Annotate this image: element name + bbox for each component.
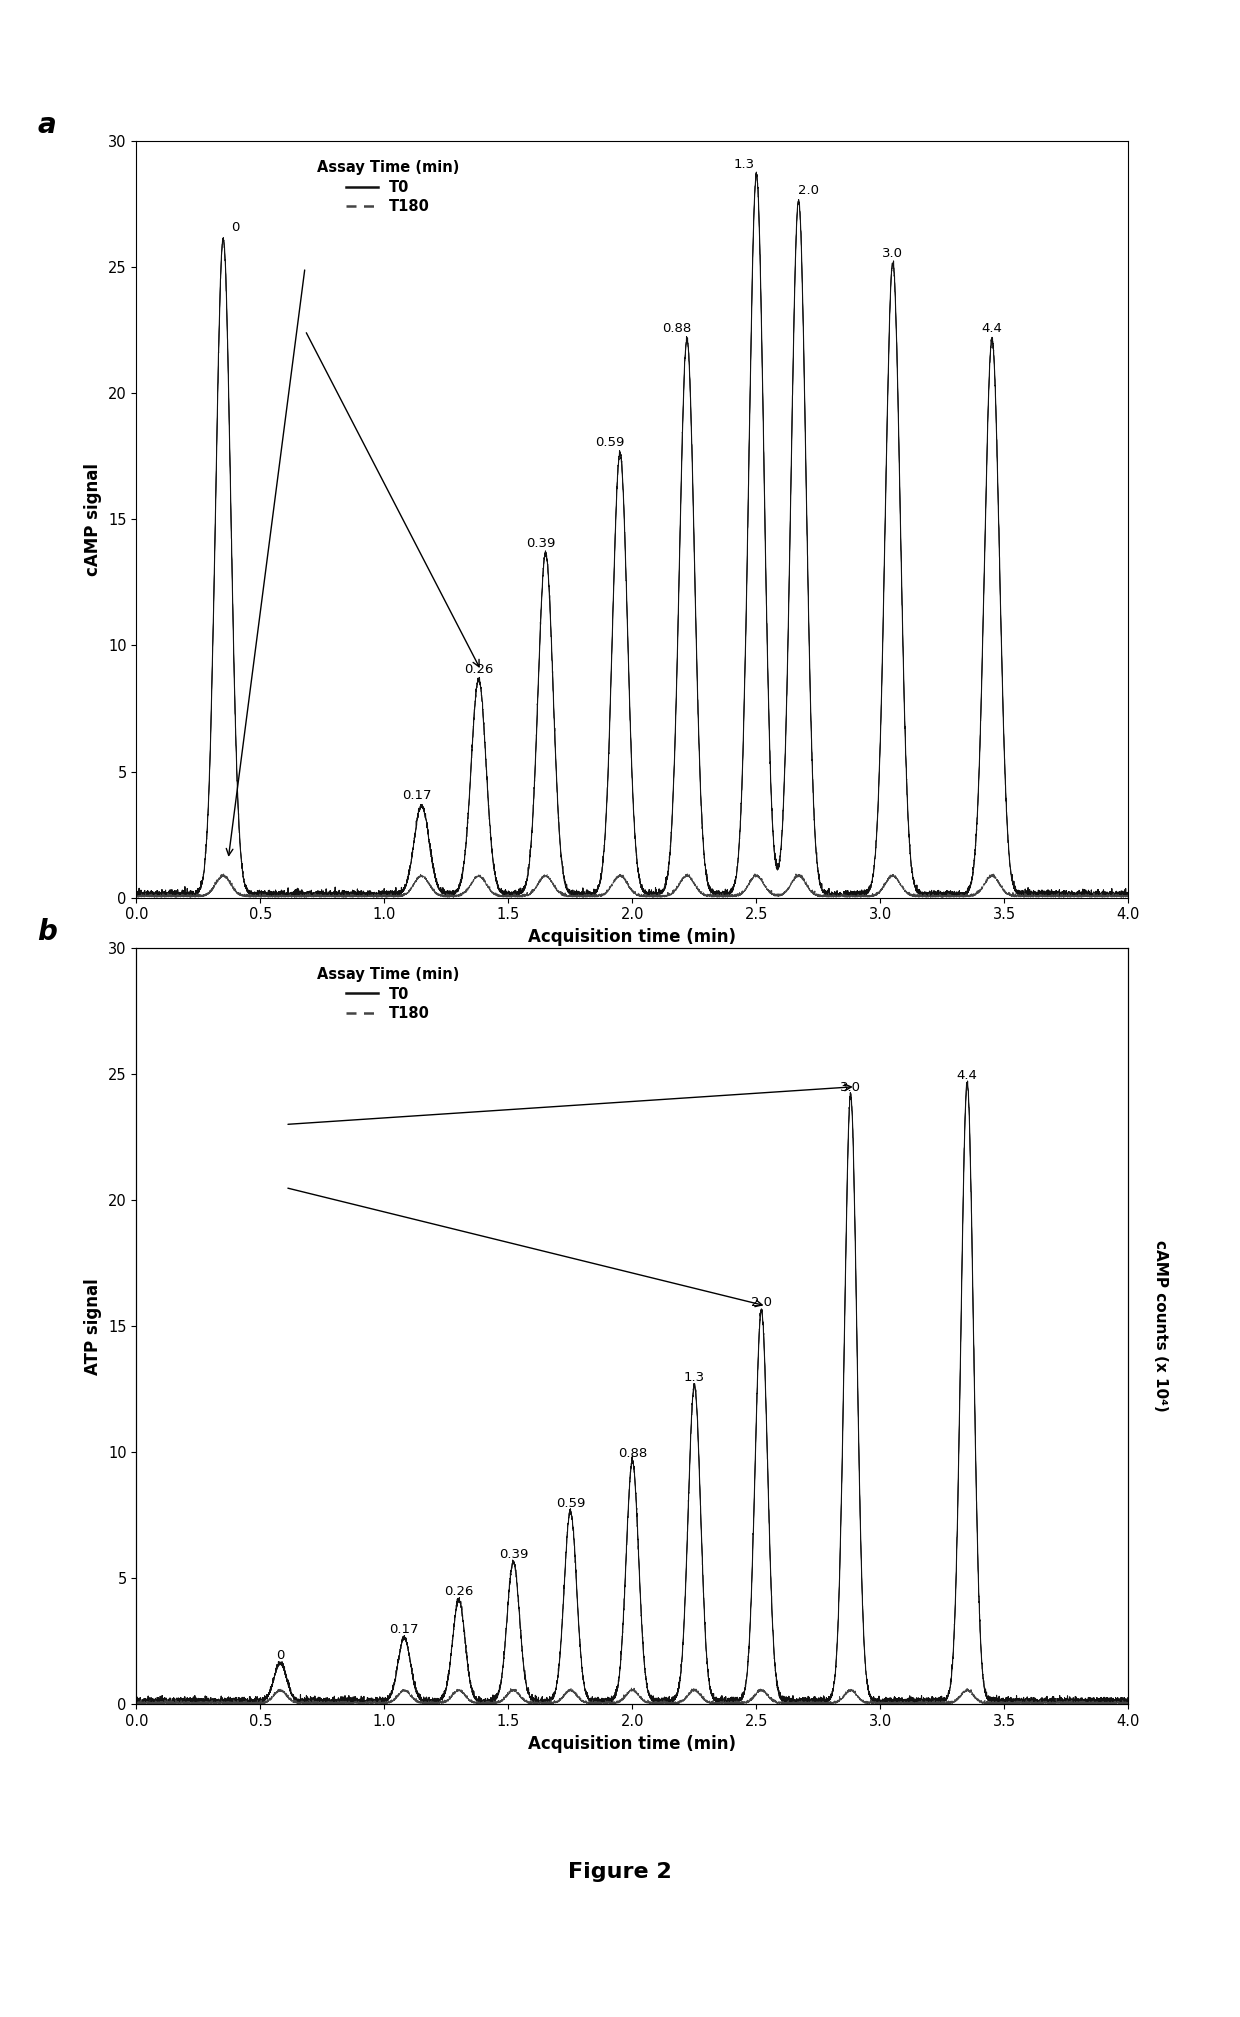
Text: 0.26: 0.26 [464, 664, 494, 676]
Text: 0.26: 0.26 [444, 1585, 474, 1597]
Text: 4.4: 4.4 [982, 323, 1002, 335]
Text: 0.88: 0.88 [662, 323, 692, 335]
Y-axis label: ATP signal: ATP signal [84, 1279, 103, 1374]
Y-axis label: cAMP counts (x 10⁴): cAMP counts (x 10⁴) [1153, 1240, 1168, 1412]
Text: 0.17: 0.17 [402, 789, 432, 801]
Text: 3.0: 3.0 [883, 246, 903, 260]
Text: 1.3: 1.3 [683, 1372, 706, 1384]
Text: Figure 2: Figure 2 [568, 1862, 672, 1882]
Text: 3.0: 3.0 [841, 1081, 861, 1093]
Text: 0: 0 [232, 222, 239, 234]
X-axis label: Acquisition time (min): Acquisition time (min) [528, 1735, 737, 1753]
Text: 4.4: 4.4 [957, 1069, 977, 1081]
Text: a: a [37, 111, 56, 139]
Legend: T0, T180: T0, T180 [312, 962, 464, 1025]
Text: 0.39: 0.39 [498, 1547, 528, 1561]
Text: 0.17: 0.17 [389, 1624, 419, 1636]
Text: 0: 0 [277, 1648, 284, 1662]
Text: b: b [37, 918, 57, 946]
Legend: T0, T180: T0, T180 [312, 155, 464, 218]
Text: 2.0: 2.0 [751, 1295, 771, 1309]
Y-axis label: cAMP signal: cAMP signal [84, 462, 103, 577]
Text: 0.59: 0.59 [556, 1497, 585, 1511]
Text: 2.0: 2.0 [799, 184, 818, 196]
Text: 0.59: 0.59 [595, 436, 625, 448]
Text: 0.88: 0.88 [618, 1446, 647, 1460]
Text: 0.39: 0.39 [526, 537, 556, 549]
X-axis label: Acquisition time (min): Acquisition time (min) [528, 928, 737, 946]
Text: 1.3: 1.3 [733, 159, 755, 171]
